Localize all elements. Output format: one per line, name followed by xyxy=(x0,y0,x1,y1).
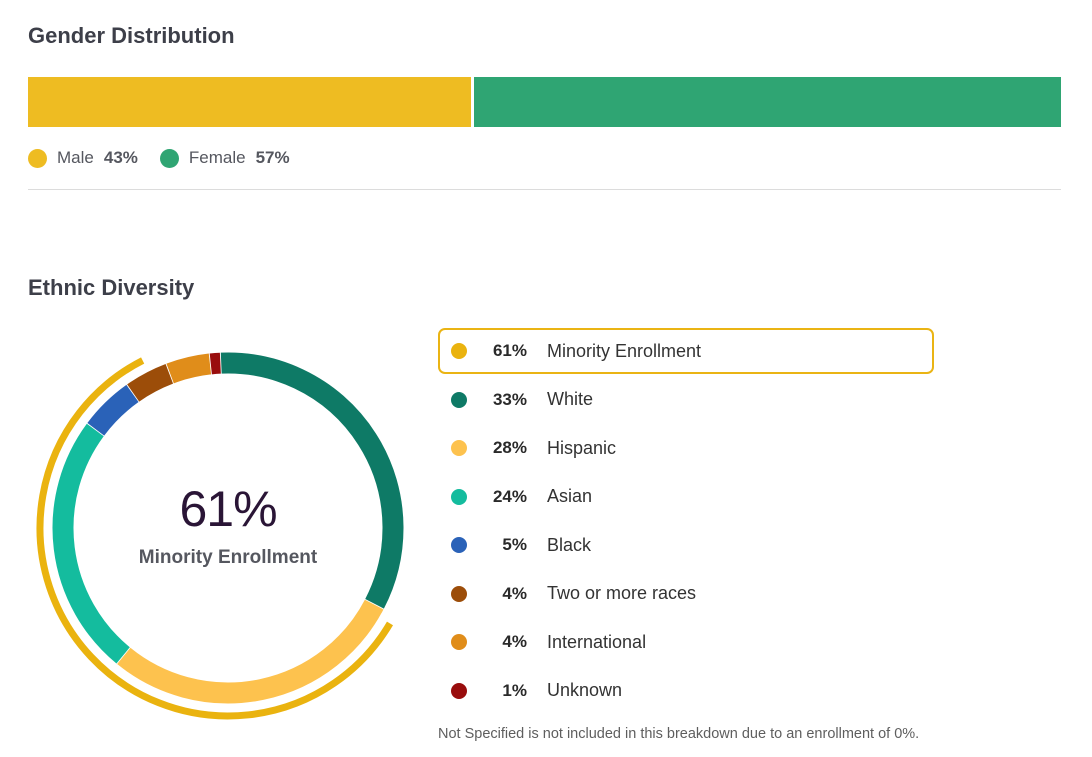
legend-label: Hispanic xyxy=(547,437,617,458)
gender-bar-male xyxy=(28,77,471,127)
legend-label: Asian xyxy=(547,486,593,506)
legend-item: 4% International xyxy=(438,619,934,665)
ethnic-footnote: Not Specified is not included in this br… xyxy=(438,726,920,742)
donut-center-label: Minority Enrollment xyxy=(138,547,318,568)
gender-bar-separator xyxy=(470,77,474,127)
donut-slice-international xyxy=(166,353,212,384)
legend-item: 61% Minority Enrollment xyxy=(438,328,934,374)
legend-pct: 61% xyxy=(492,341,527,360)
gender-legend-pct: 43% xyxy=(103,148,138,167)
legend-label: Black xyxy=(547,534,592,555)
gender-legend-pct: 57% xyxy=(255,148,290,167)
gender-legend-label: Female xyxy=(188,148,246,167)
legend-label: International xyxy=(547,631,647,652)
gender-bar-female xyxy=(473,77,1061,127)
legend-label: Two or more races xyxy=(547,583,697,603)
donut-slice-hispanic xyxy=(117,599,384,704)
legend-pct: 4% xyxy=(502,632,527,651)
legend-dot-icon xyxy=(451,440,467,456)
legend-pct: 33% xyxy=(492,389,527,409)
gender-legend-female: Female 57% xyxy=(159,148,290,168)
legend-dot-icon xyxy=(451,391,467,408)
male-dot-icon xyxy=(28,148,47,168)
legend-item: 33% White xyxy=(438,377,934,423)
gender-legend-male: Male 43% xyxy=(28,148,138,168)
legend-pct: 1% xyxy=(502,680,527,700)
donut-center-percent: 61% xyxy=(179,481,277,537)
legend-label: Unknown xyxy=(547,680,623,700)
legend-pct: 5% xyxy=(502,535,527,554)
legend-pct: 4% xyxy=(502,583,527,603)
ethnic-donut-chart xyxy=(36,352,404,720)
section-divider xyxy=(28,189,1061,190)
gender-legend-label: Male xyxy=(57,148,94,167)
gender-legend: Male 43% Female 57% xyxy=(28,148,312,168)
legend-dot-icon xyxy=(451,488,467,505)
legend-pct: 28% xyxy=(492,438,527,457)
legend-dot-icon xyxy=(451,682,467,699)
donut-slice-black xyxy=(87,384,139,436)
legend-item: 4% Two or more races xyxy=(438,571,934,617)
legend-label: Minority Enrollment xyxy=(547,340,702,361)
female-dot-icon xyxy=(159,148,179,168)
donut-outer-arc-minority xyxy=(36,357,394,720)
legend-dot-icon xyxy=(451,537,467,553)
donut-slice-asian xyxy=(52,423,130,664)
legend-dot-icon xyxy=(451,585,467,602)
legend-item: 28% Hispanic xyxy=(438,425,934,471)
legend-label: White xyxy=(547,389,594,409)
ethnic-section-title: Ethnic Diversity xyxy=(28,275,195,300)
donut-slice-white xyxy=(220,352,404,609)
legend-dot-icon xyxy=(451,634,467,650)
legend-pct: 24% xyxy=(492,486,527,506)
legend-item: 24% Asian xyxy=(438,474,934,520)
donut-slice-unknown xyxy=(209,352,221,375)
legend-dot-icon xyxy=(451,343,467,359)
gender-bar xyxy=(28,77,1061,127)
gender-section-title: Gender Distribution xyxy=(28,23,235,48)
legend-item: 5% Black xyxy=(438,522,934,568)
donut-slice-two-or-more-races xyxy=(127,363,174,402)
legend-item: 1% Unknown xyxy=(438,668,934,714)
ethnic-legend: 61% Minority Enrollment 33% White 28% Hispani… xyxy=(438,328,934,716)
